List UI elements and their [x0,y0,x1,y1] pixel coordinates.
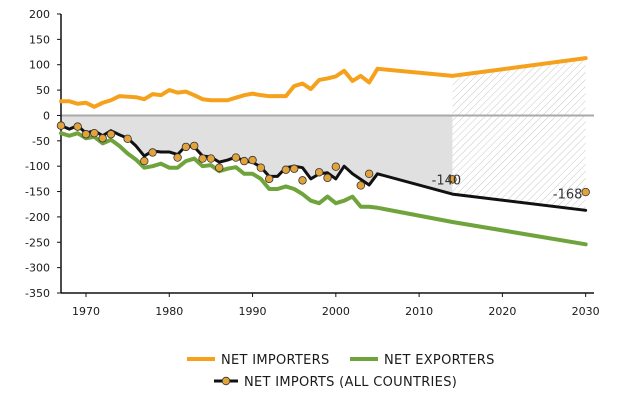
y-tick-label: 50 [36,84,50,97]
data-point-net-imports [248,155,257,165]
legend-marker-net-imports [221,376,231,386]
data-point-net-imports [190,141,199,151]
projection-hatch [452,58,586,211]
legend: NET IMPORTERS NET EXPORTERS NET IMPORTS (A… [187,353,495,390]
data-point-net-imports [123,134,132,143]
annotation-label: -168 [553,188,583,203]
data-point-net-imports [314,168,324,177]
y-tick-label: -350 [25,287,50,300]
data-point-net-imports [289,164,299,173]
y-tick-label: 200 [29,8,50,21]
y-tick-label: -250 [25,236,50,249]
data-point-net-imports [581,187,590,197]
data-point-net-imports [198,154,207,163]
data-point-net-imports [181,142,191,152]
legend-label-net-imports: NET IMPORTS (ALL COUNTRIES) [244,375,457,390]
data-point-net-imports [256,163,266,172]
data-point-net-imports [148,148,157,157]
data-point-net-imports [140,156,149,166]
x-tick-label: 2010 [405,305,433,318]
data-point-net-imports [215,163,224,172]
legend-label-net-importers: NET IMPORTERS [221,353,330,368]
data-point-net-imports [323,173,332,183]
data-point-net-imports [240,156,249,166]
data-point-net-imports [56,121,66,130]
data-point-net-imports [356,181,366,190]
axes: 200 150 100 50 0 -50 -100 -150 -200 -250 -300 -350 1… [25,8,600,318]
annotation-label: -140 [432,173,462,188]
x-tick-label: 1980 [155,305,183,318]
data-point-net-imports [265,174,274,184]
history-shade [61,115,453,195]
y-tick-label: -200 [25,211,50,224]
x-tick-label: 2030 [572,305,600,318]
legend-label-net-exporters: NET EXPORTERS [384,353,495,368]
series-markers [56,121,590,197]
data-point-net-imports [81,130,91,139]
data-point-net-imports [90,129,99,138]
y-tick-label: 150 [29,33,50,46]
series-lines [59,56,588,247]
annotations: -140 -168 [432,173,583,202]
data-point-net-imports [298,176,307,185]
data-point-net-imports [364,169,374,178]
x-tick-label: 2020 [488,305,516,318]
series-line-net-importers [59,56,588,109]
y-tick-label: 0 [43,109,50,122]
data-point-net-imports [448,175,457,184]
data-point-net-imports [106,130,116,139]
data-point-net-imports [173,153,182,162]
data-point-net-imports [281,165,291,174]
x-tick-label: 2000 [322,305,350,318]
data-point-net-imports [98,134,107,143]
y-tick-label: -150 [25,186,50,199]
data-point-net-imports [231,153,241,162]
y-tick-label: -50 [32,135,50,148]
y-tick-label: -100 [25,160,50,173]
x-tick-label: 1990 [239,305,267,318]
y-tick-label: -300 [25,262,50,275]
series-line-net-imports [59,124,588,212]
data-point-net-imports [206,154,216,163]
data-point-net-imports [73,122,82,131]
y-tick-label: 100 [29,59,50,72]
data-point-net-imports [331,162,341,171]
x-tick-label: 1970 [72,305,100,318]
series-line-net-exporters [59,131,588,247]
